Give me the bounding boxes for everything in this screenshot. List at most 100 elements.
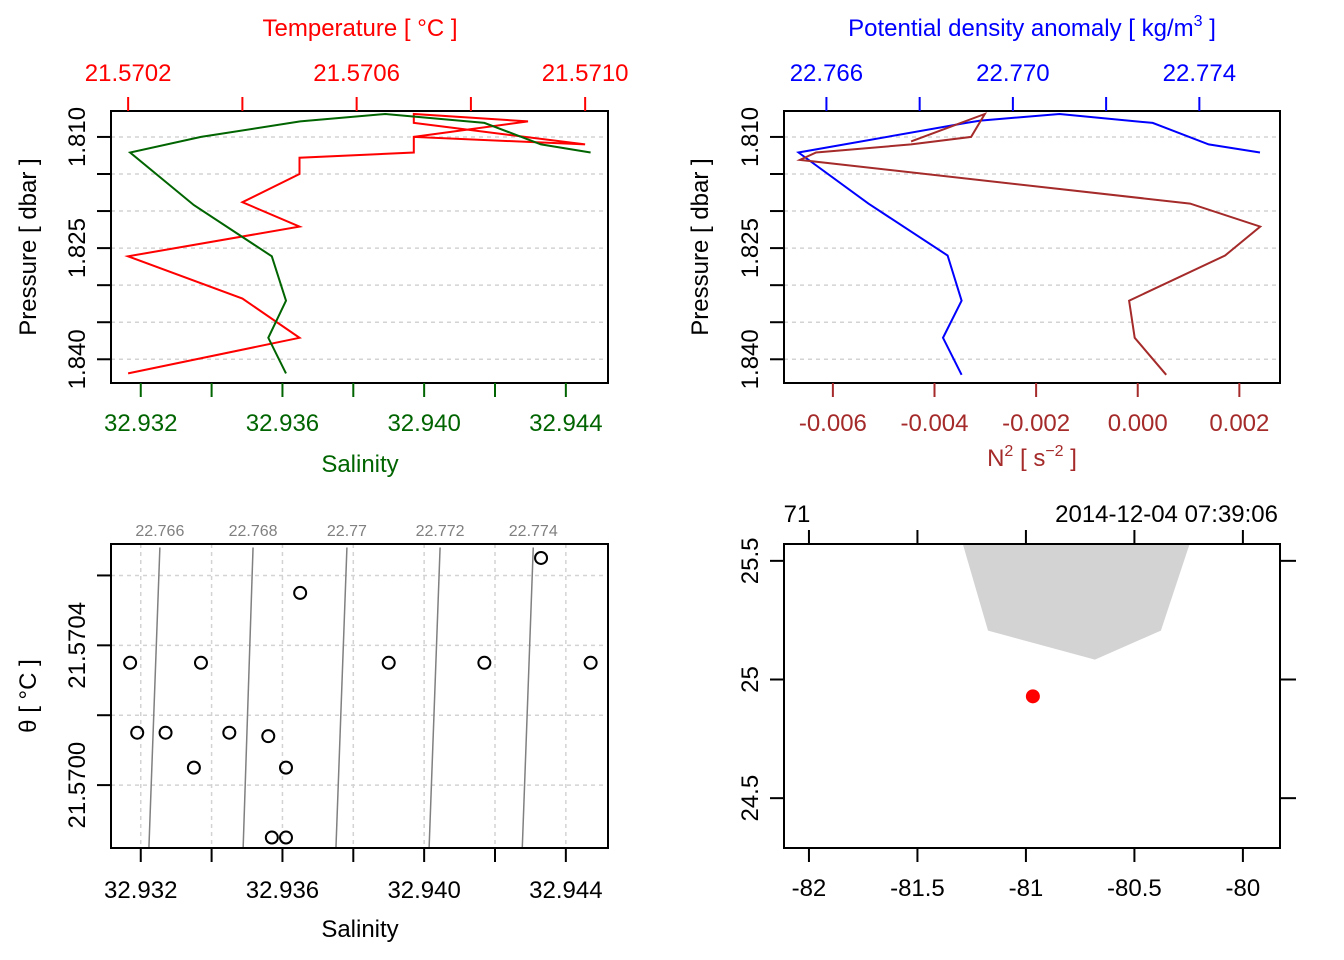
- y-tick-label: 1.840: [64, 329, 91, 389]
- panel-station-map: -82 -81.5 -81 -80.5 -80 24.5 25 25.5 71 2014-1…: [737, 501, 1296, 902]
- density-title-superscript: 3: [1194, 13, 1203, 30]
- n2-title-end: ]: [1064, 445, 1077, 472]
- series-line-salinity: [127, 112, 591, 374]
- density-title-end: ]: [1203, 15, 1216, 42]
- x-tick-label: 32.932: [104, 877, 177, 904]
- bottom-tick-label: -0.006: [799, 410, 867, 437]
- theta-axis: 21.5700 21.5704: [64, 574, 111, 829]
- isopycnal-line: [521, 547, 535, 849]
- longitude-axis: -82 -81.5 -81 -80.5 -80: [792, 848, 1261, 902]
- ts-point: [123, 655, 138, 670]
- lon-tick-label: -82: [792, 875, 827, 902]
- coastline-land: [962, 544, 1190, 660]
- top-tick-label: 22.766: [790, 60, 863, 87]
- latitude-axis: 24.5 25 25.5: [737, 537, 784, 822]
- bottom-tick-label: 32.936: [246, 410, 319, 437]
- isopycnal-label: 22.766: [135, 523, 184, 540]
- top-tick-label: 22.774: [1163, 60, 1236, 87]
- lon-tick-label: -80: [1226, 875, 1261, 902]
- top-tick-label: 21.5710: [542, 60, 629, 87]
- ts-point: [534, 550, 549, 565]
- y-tick-label: 1.810: [64, 107, 91, 167]
- salinity-axis: 32.932 32.936 32.940 32.944: [104, 383, 603, 437]
- n2-title-unit-superscript: −2: [1045, 443, 1063, 460]
- bottom-tick-label: -0.004: [900, 410, 968, 437]
- panel-density-n2-profile: 22.766 22.770 22.774 -0.006 -0.004 -0.002 0.0…: [687, 13, 1281, 472]
- lat-tick-label: 24.5: [737, 775, 764, 822]
- pressure-axis: 1.810 1.825 1.840: [737, 107, 784, 389]
- isopycnals: 22.766 22.768 22.77 22.772 22.774: [135, 523, 558, 849]
- station-time-label: 2014-12-04 07:39:06: [1055, 501, 1278, 528]
- top-tick-label: 22.770: [976, 60, 1049, 87]
- isopycnal-line: [428, 547, 441, 849]
- map-top-axis: [807, 530, 1244, 544]
- y-tick-label: 1.825: [737, 218, 764, 278]
- ts-point: [583, 655, 598, 670]
- plot-frame: [110, 110, 609, 384]
- isopycnal-label: 22.774: [509, 523, 558, 540]
- x-tick-label: 32.936: [246, 877, 319, 904]
- bottom-tick-label: 32.940: [387, 410, 460, 437]
- panel-ts-diagram: 22.766 22.768 22.77 22.772 22.774 32.932 32.9…: [15, 523, 609, 943]
- lon-tick-label: -81: [1009, 875, 1044, 902]
- ts-point: [261, 729, 276, 744]
- ts-point: [222, 725, 237, 740]
- isopycnal-label: 22.768: [229, 523, 278, 540]
- ts-point: [381, 655, 396, 670]
- salinity-axis-title: Salinity: [321, 451, 398, 478]
- ts-point: [278, 830, 293, 845]
- ts-point: [278, 760, 293, 775]
- n2-axis-title: N2 [ s−2 ]: [987, 443, 1077, 472]
- ts-point: [158, 725, 173, 740]
- bottom-tick-label: 32.944: [529, 410, 602, 437]
- density-title-text: Potential density anomaly [ kg/m: [848, 15, 1194, 42]
- station-marker[interactable]: [1025, 689, 1040, 704]
- ts-point: [264, 830, 279, 845]
- ts-point: [477, 655, 492, 670]
- n2-axis: -0.006 -0.004 -0.002 0.000 0.002: [799, 383, 1269, 437]
- bottom-tick-label: 32.932: [104, 410, 177, 437]
- y-tick-label: 21.5704: [64, 602, 91, 689]
- pressure-gridlines: [784, 136, 1280, 361]
- temperature-axis: 21.5702 21.5706 21.5710: [85, 60, 629, 111]
- density-axis-title: Potential density anomaly [ kg/m3 ]: [848, 13, 1216, 42]
- ts-point: [186, 760, 201, 775]
- top-tick-label: 21.5706: [313, 60, 400, 87]
- pressure-axis: 1.810 1.825 1.840: [64, 107, 111, 389]
- map-frame: [783, 543, 1281, 849]
- lon-tick-label: -81.5: [890, 875, 945, 902]
- pressure-axis-title: Pressure [ dbar ]: [15, 158, 42, 335]
- map-right-axis: [1280, 559, 1296, 800]
- lat-tick-label: 25.5: [737, 537, 764, 584]
- series-line-n2: [796, 112, 1263, 376]
- temperature-axis-title: Temperature [ °C ]: [263, 15, 458, 42]
- bottom-tick-label: 0.002: [1209, 410, 1269, 437]
- plot-frame: [110, 543, 609, 849]
- isopycnal-label: 22.77: [327, 523, 367, 540]
- y-tick-label: 21.5700: [64, 742, 91, 829]
- n2-title-unit: [ s: [1013, 445, 1045, 472]
- n2-title-superscript: 2: [1004, 443, 1013, 460]
- ts-point: [293, 585, 308, 600]
- profile-lines: [124, 112, 591, 375]
- y-tick-label: 1.840: [737, 329, 764, 389]
- series-line-temperature: [124, 112, 586, 375]
- theta-axis-title: θ [ °C ]: [15, 659, 42, 733]
- bottom-tick-label: 0.000: [1108, 410, 1168, 437]
- bottom-tick-label: -0.002: [1002, 410, 1070, 437]
- ts-point: [193, 655, 208, 670]
- y-tick-label: 1.825: [64, 218, 91, 278]
- pressure-gridlines: [111, 136, 608, 361]
- plot-frame: [783, 110, 1281, 384]
- pressure-axis-title: Pressure [ dbar ]: [687, 158, 714, 335]
- station-number-label: 71: [784, 501, 811, 528]
- isopycnal-label: 22.772: [416, 523, 465, 540]
- x-tick-label: 32.940: [387, 877, 460, 904]
- lon-tick-label: -80.5: [1107, 875, 1162, 902]
- panel-temperature-salinity-profile: 21.5702 21.5706 21.5710 32.932 32.936 32.940…: [15, 15, 629, 478]
- isopycnal-line: [242, 547, 254, 849]
- salinity-axis: 32.932 32.936 32.940 32.944: [104, 848, 603, 904]
- top-tick-label: 21.5702: [85, 60, 172, 87]
- lat-tick-label: 25: [737, 666, 764, 693]
